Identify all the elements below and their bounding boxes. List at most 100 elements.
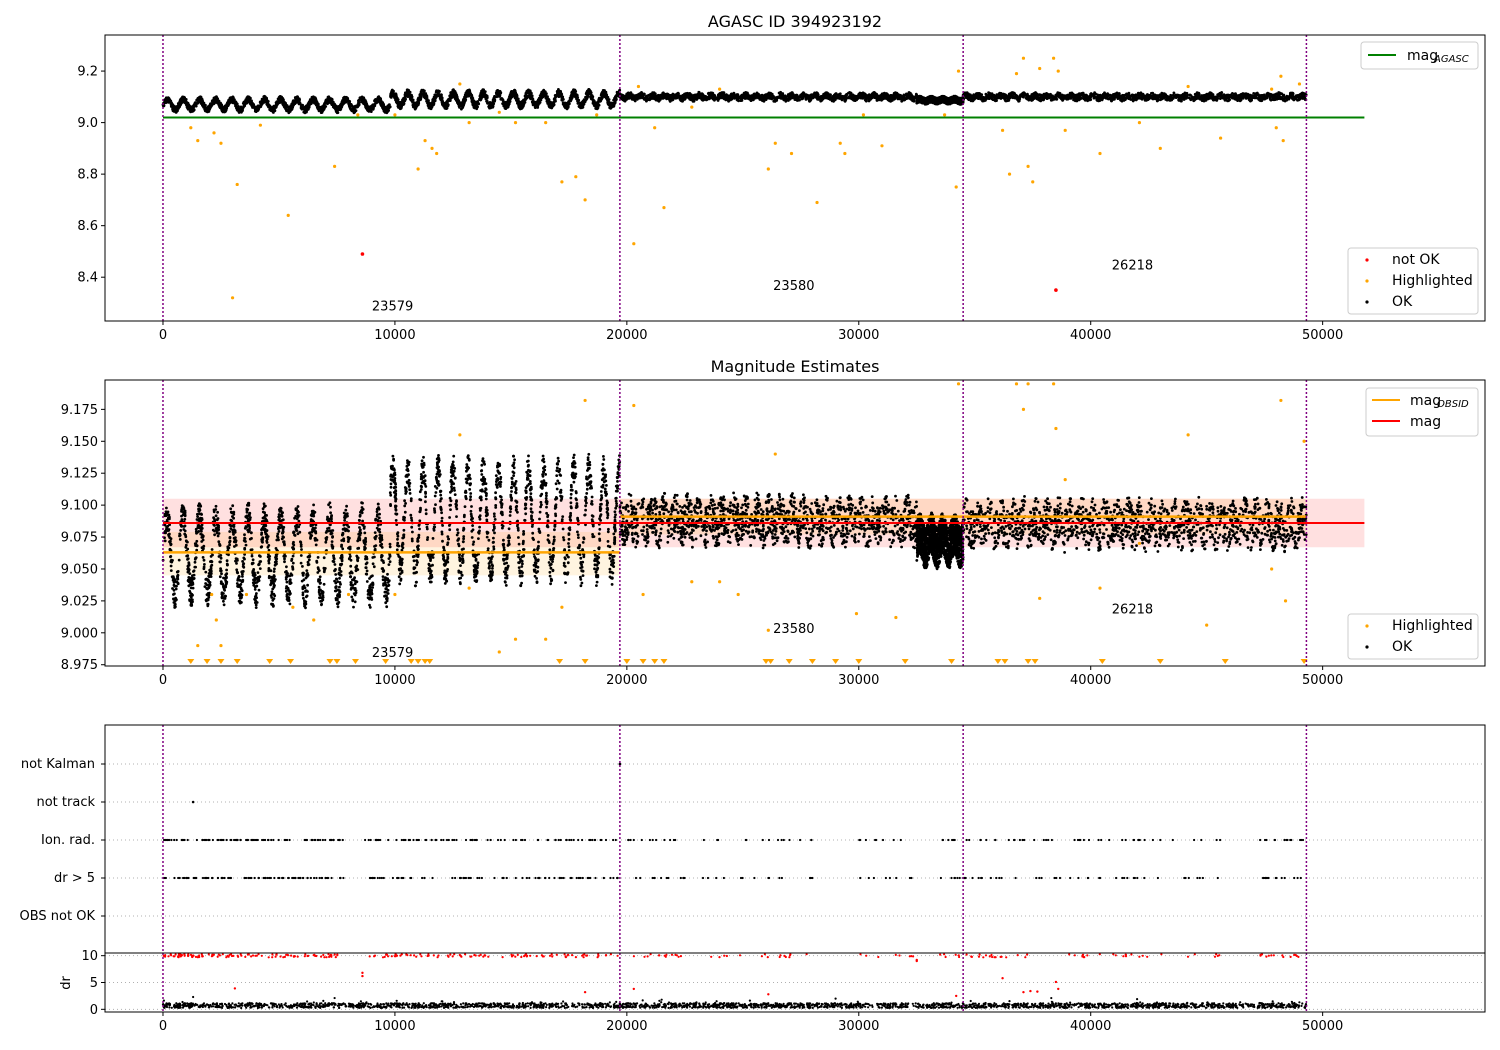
- ok-point: [457, 102, 461, 105]
- ok-point: [316, 105, 320, 108]
- ok-point: [539, 94, 543, 98]
- ok-point: [761, 99, 765, 103]
- ok-point: [545, 100, 549, 103]
- ok-point: [319, 111, 323, 114]
- ok-point: [237, 108, 241, 112]
- ok-point: [524, 92, 528, 96]
- ok-point: [231, 95, 235, 99]
- ok-point: [705, 98, 708, 102]
- ok-point: [370, 107, 374, 111]
- ok-point: [838, 97, 841, 100]
- ok-point: [357, 101, 360, 105]
- ok-point: [750, 94, 753, 98]
- ok-point: [640, 94, 644, 97]
- ok-point: [531, 97, 535, 101]
- ok-point: [436, 89, 440, 93]
- ok-point: [566, 101, 570, 105]
- ok-point: [824, 91, 828, 95]
- ok-point: [633, 98, 637, 102]
- ok-point: [577, 105, 581, 108]
- ok-point: [471, 96, 475, 100]
- ok-point: [746, 97, 749, 100]
- ok-point: [669, 97, 673, 100]
- ok-point: [455, 98, 458, 101]
- ok-point: [334, 110, 338, 113]
- ok-point: [884, 94, 888, 98]
- ok-point: [876, 94, 880, 98]
- ok-point: [288, 107, 291, 110]
- ok-point: [802, 93, 806, 97]
- ok-point: [179, 100, 183, 103]
- ok-point: [663, 92, 667, 96]
- ok-point: [701, 98, 704, 102]
- ok-point: [510, 95, 514, 99]
- ok-point: [713, 94, 717, 97]
- ok-point: [486, 101, 490, 105]
- ok-point: [790, 91, 794, 94]
- ok-point: [390, 90, 393, 93]
- ok-point: [393, 96, 396, 99]
- ok-point: [794, 94, 797, 98]
- ok-point: [489, 101, 493, 105]
- ok-point: [406, 95, 410, 98]
- ok-point: [564, 102, 568, 106]
- ok-point: [584, 98, 588, 102]
- ok-point: [868, 97, 872, 101]
- ok-point: [603, 95, 607, 99]
- ok-point: [499, 97, 503, 101]
- ok-point: [304, 110, 308, 114]
- ok-point: [597, 99, 601, 103]
- ok-point: [498, 95, 501, 98]
- ok-point: [283, 105, 287, 109]
- ok-point: [892, 94, 896, 98]
- ok-point: [214, 96, 218, 100]
- ok-point: [186, 101, 190, 105]
- ok-point: [463, 93, 467, 97]
- ok-point: [175, 107, 179, 111]
- ok-point: [269, 105, 272, 109]
- ok-point: [536, 105, 540, 108]
- ok-point: [355, 105, 358, 108]
- ok-point: [652, 97, 656, 100]
- ok-point: [560, 92, 564, 96]
- ok-point: [906, 92, 909, 96]
- ok-point: [707, 92, 711, 96]
- ok-point: [851, 98, 855, 102]
- ok-point: [796, 97, 799, 101]
- ok-point: [636, 96, 639, 100]
- ok-point: [314, 97, 318, 101]
- ok-point: [462, 101, 465, 105]
- ok-point: [204, 109, 208, 113]
- ok-point: [452, 88, 455, 92]
- ok-point: [373, 99, 376, 103]
- ok-point: [615, 91, 619, 95]
- ok-point: [880, 98, 883, 102]
- ok-point: [518, 105, 522, 109]
- ok-point: [453, 91, 457, 95]
- ok-point: [659, 93, 662, 97]
- ok-point: [480, 89, 483, 93]
- ok-point: [427, 105, 431, 109]
- ok-point: [379, 97, 382, 100]
- ok-point: [389, 94, 393, 98]
- ok-point: [339, 107, 342, 111]
- ok-point: [545, 92, 548, 96]
- ok-point: [894, 91, 898, 95]
- ok-point: [300, 106, 304, 110]
- ok-point: [404, 95, 407, 98]
- ok-point: [529, 91, 533, 94]
- ok-point: [221, 106, 224, 109]
- ok-point: [687, 92, 691, 96]
- ok-point: [810, 95, 813, 99]
- ok-point: [503, 101, 506, 105]
- ok-point: [346, 99, 350, 103]
- ok-point: [820, 97, 823, 101]
- ok-point: [521, 99, 524, 103]
- ok-point: [479, 93, 483, 97]
- ok-point: [614, 94, 618, 98]
- ok-point: [692, 93, 696, 97]
- ok-point: [517, 102, 521, 105]
- ok-point: [381, 107, 385, 111]
- ok-point: [892, 97, 895, 101]
